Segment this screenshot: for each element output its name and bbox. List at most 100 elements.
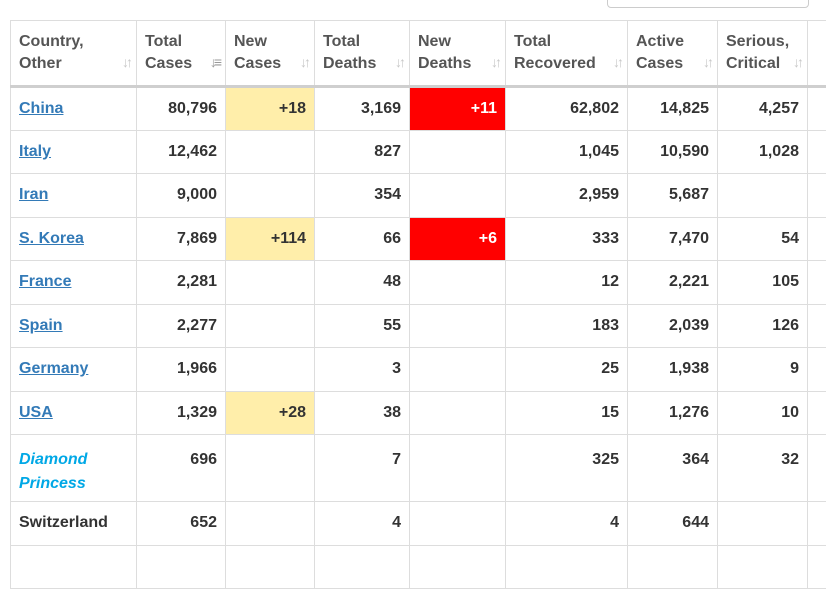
total-recovered-cell: 62,802 — [506, 87, 628, 131]
serious-critical-cell — [718, 502, 808, 546]
sort-both-icon[interactable]: ↓↑ — [395, 51, 403, 73]
column-header-label: Deaths — [418, 53, 483, 75]
extra-cell — [808, 435, 826, 502]
sort-both-icon[interactable]: ↓↑ — [793, 51, 801, 73]
new-deaths-cell: +11 — [410, 87, 506, 131]
search-input[interactable] — [607, 0, 809, 8]
column-header-extra — [808, 21, 826, 87]
column-header-label: Recovered — [514, 53, 605, 75]
new-cases-cell — [226, 130, 315, 174]
country-link[interactable]: Italy — [19, 143, 51, 160]
total-cases-cell: 1,329 — [137, 391, 226, 435]
sort-both-icon[interactable]: ↓↑ — [613, 51, 621, 73]
country-cell: Germany — [11, 348, 137, 392]
new-cases-cell — [226, 502, 315, 546]
new-cases-cell — [226, 348, 315, 392]
country-link[interactable]: Iran — [19, 186, 48, 203]
active-cases-cell: 14,825 — [628, 87, 718, 131]
column-header-serious-critical[interactable]: Serious,Critical ↓↑ — [718, 21, 808, 87]
total-deaths-cell: 3,169 — [315, 87, 410, 131]
sort-both-icon[interactable]: ↓↑ — [122, 51, 130, 73]
serious-critical-cell: 105 — [718, 261, 808, 305]
serious-critical-cell: 54 — [718, 217, 808, 261]
active-cases-cell: 2,221 — [628, 261, 718, 305]
column-header-label: Total — [514, 31, 605, 53]
new-cases-cell: +28 — [226, 391, 315, 435]
serious-critical-cell: 126 — [718, 304, 808, 348]
column-header-country-other[interactable]: Country,Other↓↑ — [11, 21, 137, 87]
sort-desc-icon[interactable]: ↓≡ — [210, 51, 219, 73]
sort-both-icon[interactable]: ↓↑ — [300, 51, 308, 73]
new-deaths-cell — [410, 391, 506, 435]
total-recovered-cell: 2,959 — [506, 174, 628, 218]
column-header-label: New — [234, 31, 292, 53]
country-cell: Italy — [11, 130, 137, 174]
country-link[interactable]: S. Korea — [19, 230, 84, 247]
active-cases-cell: 10,590 — [628, 130, 718, 174]
new-deaths-cell — [410, 348, 506, 392]
new-cases-cell — [226, 304, 315, 348]
country-cell: S. Korea — [11, 217, 137, 261]
sort-both-icon[interactable]: ↓↑ — [491, 51, 499, 73]
total-deaths-cell: 48 — [315, 261, 410, 305]
country-cell: Iran — [11, 174, 137, 218]
country-link[interactable]: Germany — [19, 360, 88, 377]
sort-both-icon[interactable]: ↓↑ — [703, 51, 711, 73]
country-link[interactable]: USA — [19, 404, 53, 421]
new-cases-cell — [226, 435, 315, 502]
active-cases-cell: 2,039 — [628, 304, 718, 348]
total-cases-cell: 9,000 — [137, 174, 226, 218]
new-cases-cell: +114 — [226, 217, 315, 261]
country-link[interactable]: Spain — [19, 317, 63, 334]
active-cases-cell: 7,470 — [628, 217, 718, 261]
extra-cell — [808, 348, 826, 392]
new-deaths-cell — [410, 130, 506, 174]
total-cases-cell: 7,869 — [137, 217, 226, 261]
column-header-label: Total — [323, 31, 387, 53]
country-link[interactable]: China — [19, 100, 63, 117]
extra-cell — [808, 130, 826, 174]
column-header-label: Cases — [636, 53, 695, 75]
country-link[interactable]: France — [19, 273, 71, 290]
column-header-label: Serious, — [726, 31, 785, 53]
country-cell: USA — [11, 391, 137, 435]
new-deaths-cell — [410, 174, 506, 218]
serious-critical-cell: 1,028 — [718, 130, 808, 174]
total-recovered-cell: 12 — [506, 261, 628, 305]
total-recovered-cell: 4 — [506, 502, 628, 546]
country-cell: Switzerland — [11, 502, 137, 546]
total-cases-cell: 652 — [137, 502, 226, 546]
extra-cell — [808, 174, 826, 218]
new-deaths-cell — [410, 261, 506, 305]
extra-cell — [808, 87, 826, 131]
total-recovered-cell: 15 — [506, 391, 628, 435]
active-cases-cell — [628, 545, 718, 589]
new-cases-cell — [226, 174, 315, 218]
serious-critical-cell: 32 — [718, 435, 808, 502]
total-cases-cell: 80,796 — [137, 87, 226, 131]
extra-cell — [808, 545, 826, 589]
new-deaths-cell — [410, 304, 506, 348]
column-header-label: Critical — [726, 53, 785, 75]
extra-cell — [808, 304, 826, 348]
total-deaths-cell: 55 — [315, 304, 410, 348]
new-cases-cell — [226, 261, 315, 305]
table-row — [11, 545, 826, 589]
country-cell: Diamond Princess — [11, 435, 137, 502]
total-deaths-cell: 38 — [315, 391, 410, 435]
country-cell — [11, 545, 137, 589]
